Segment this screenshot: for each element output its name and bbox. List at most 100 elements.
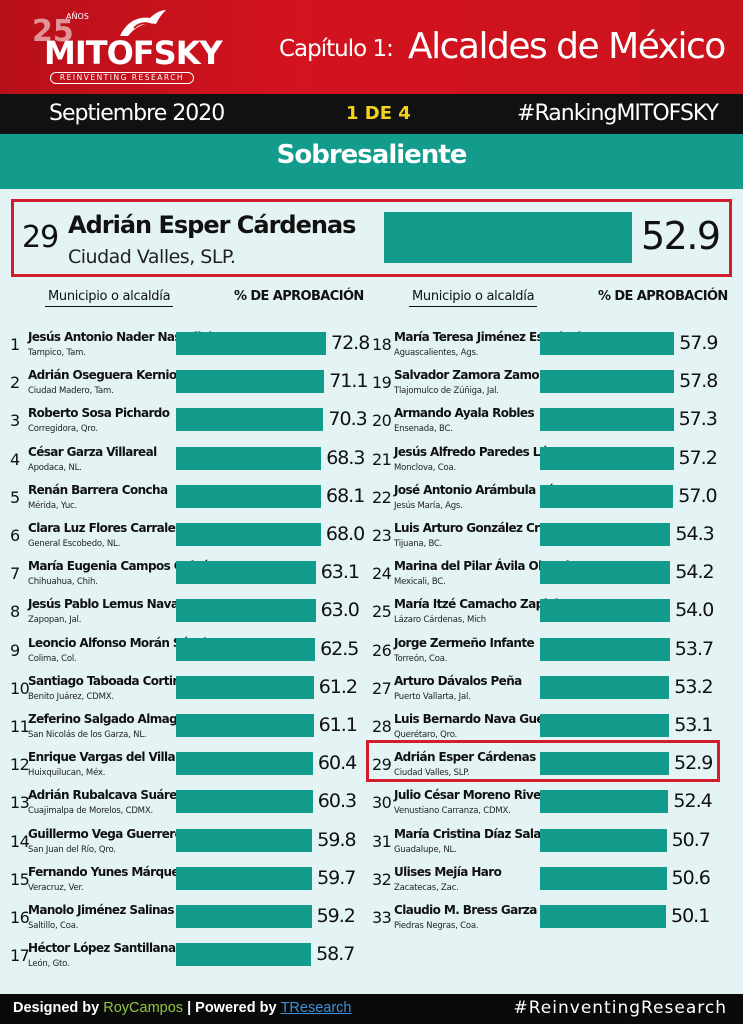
row-bar	[540, 446, 674, 470]
chart-row: 30 Julio César Moreno Rivera Venustiano Ca…	[372, 787, 722, 825]
category-bar	[0, 134, 743, 189]
footer-hashtag: #ReinventingResearch	[513, 998, 727, 1018]
featured-bar	[384, 212, 632, 263]
date-label: Septiembre 2020	[49, 101, 225, 126]
chart-row: 19 Salvador Zamora Zamora Tlajomulco de Zú…	[372, 367, 722, 405]
chart-row: 17 Héctor López Santillana León, Gto. 58.7	[10, 940, 360, 978]
row-rank: 21	[372, 449, 392, 469]
row-bar	[176, 675, 314, 699]
row-city: Apodaca, NL.	[28, 462, 82, 473]
row-value: 52.9	[674, 752, 713, 775]
row-value: 59.8	[317, 828, 356, 851]
row-rank: 27	[372, 678, 392, 698]
chart-row: 31 María Cristina Díaz Salazar Guadalupe, …	[372, 826, 722, 864]
row-bar	[540, 408, 674, 432]
row-bar	[540, 332, 675, 355]
row-rank: 6	[10, 526, 20, 545]
row-bar	[176, 446, 322, 470]
row-name: Santiago Taboada Cortina	[28, 673, 188, 688]
row-rank: 24	[372, 564, 392, 584]
row-value: 57.0	[678, 484, 717, 507]
row-value: 52.4	[673, 790, 712, 813]
row-name: Marina del Pilar Ávila Olmeda	[394, 559, 577, 574]
chart-row: 20 Armando Ayala Robles Ensenada, BC. 57.3	[372, 405, 722, 443]
row-city: Colima, Col.	[28, 653, 77, 664]
row-value: 57.8	[679, 370, 718, 393]
powered-link[interactable]: TResearch	[280, 1000, 352, 1016]
row-name: Adrián Rubalcava Suárez	[28, 788, 184, 803]
category-title: Sobresaliente	[276, 140, 468, 170]
row-rank: 8	[10, 602, 20, 622]
row-rank: 3	[10, 411, 20, 431]
row-name: Jesús Pablo Lemus Nava	[28, 597, 179, 612]
row-name: Salvador Zamora Zamora	[394, 368, 552, 383]
row-value: 68.3	[326, 446, 365, 469]
row-city: Ciudad Valles, SLP.	[394, 768, 470, 779]
row-city: General Escobedo, NL.	[28, 539, 121, 549]
row-bar	[176, 599, 316, 623]
footer-bar	[0, 994, 743, 1024]
row-city: Torreón, Coa.	[394, 653, 448, 664]
row-name: Héctor López Santillana	[28, 941, 176, 956]
row-rank: 15	[10, 869, 30, 889]
row-value: 61.2	[318, 675, 358, 698]
row-city: Venustiano Carranza, CDMX.	[394, 806, 511, 817]
row-rank: 19	[372, 373, 392, 393]
row-rank: 9	[10, 640, 20, 660]
row-bar	[176, 408, 324, 432]
row-bar	[176, 752, 313, 776]
featured-city: Ciudad Valles, SLP.	[68, 246, 236, 268]
row-value: 50.1	[671, 905, 710, 927]
designed-by-label: Designed by	[13, 1000, 100, 1016]
row-city: Lázaro Cárdenas, Mich	[394, 615, 486, 626]
chart-row: 15 Fernando Yunes Márquez Veracruz, Ver. 59…	[10, 864, 360, 902]
row-value: 50.6	[671, 866, 711, 889]
row-bar	[540, 484, 674, 508]
footer-credits: Designed by RoyCampos | Powered by TRese…	[13, 1000, 352, 1016]
designer-link[interactable]: RoyCampos	[103, 1000, 184, 1016]
row-bar	[176, 523, 321, 546]
row-name: Claudio M. Bress Garza	[394, 903, 537, 917]
row-name: Luis Bernardo Nava Guerrero	[394, 712, 576, 726]
logo-anniversary: 25	[32, 14, 74, 49]
row-value: 61.1	[318, 714, 358, 736]
row-name: María Itzé Camacho Zapiain	[394, 597, 567, 612]
row-name: Luis Arturo González Cruz	[394, 521, 554, 535]
row-name: María Teresa Jiménez Esquivel	[394, 330, 581, 344]
chart-row: 6 Clara Luz Flores Carrales General Escobe…	[10, 520, 365, 558]
row-city: Mérida, Yuc.	[28, 500, 78, 511]
row-rank: 14	[10, 831, 30, 851]
row-bar	[176, 866, 313, 890]
row-city: Mexicali, BC.	[394, 577, 446, 588]
row-name: José Antonio Arámbula López	[394, 482, 576, 497]
chart-row: 1 Jesús Antonio Nader Nasrallah Tampico, T…	[10, 329, 370, 367]
row-name: Roberto Sosa Pichardo	[28, 406, 170, 421]
info-bar	[0, 94, 743, 134]
row-value: 59.7	[317, 866, 356, 889]
row-name: Adrián Oseguera Kernion	[28, 368, 185, 383]
highlight-box	[366, 740, 720, 782]
row-city: Guadalupe, NL.	[394, 844, 457, 855]
column-header-aprobacion-left: % DE APROBACIÓN	[234, 289, 364, 304]
row-rank: 2	[10, 373, 20, 393]
row-value: 57.9	[679, 332, 718, 354]
row-rank: 5	[10, 487, 20, 507]
row-rank: 29	[372, 755, 392, 775]
row-name: Fernando Yunes Márquez	[28, 864, 186, 879]
powered-by-label: Powered by	[195, 1000, 277, 1016]
chart-row: 9 Leoncio Alfonso Morán Sánchez Colima, Co…	[10, 635, 360, 673]
row-value: 50.7	[671, 828, 711, 851]
row-value: 60.4	[317, 752, 357, 775]
row-name: Jorge Zermeño Infante	[394, 635, 535, 650]
row-value: 57.3	[678, 408, 718, 431]
row-rank: 32	[372, 869, 392, 889]
row-value: 60.3	[317, 790, 357, 813]
row-value: 59.2	[316, 905, 356, 927]
row-value: 53.7	[674, 637, 714, 660]
header-banner	[0, 0, 743, 94]
row-city: Ensenada, BC.	[394, 424, 453, 435]
row-rank: 33	[372, 908, 392, 927]
row-rank: 1	[10, 335, 20, 354]
row-city: Veracruz, Ver.	[28, 882, 84, 893]
row-value: 62.5	[320, 637, 359, 660]
